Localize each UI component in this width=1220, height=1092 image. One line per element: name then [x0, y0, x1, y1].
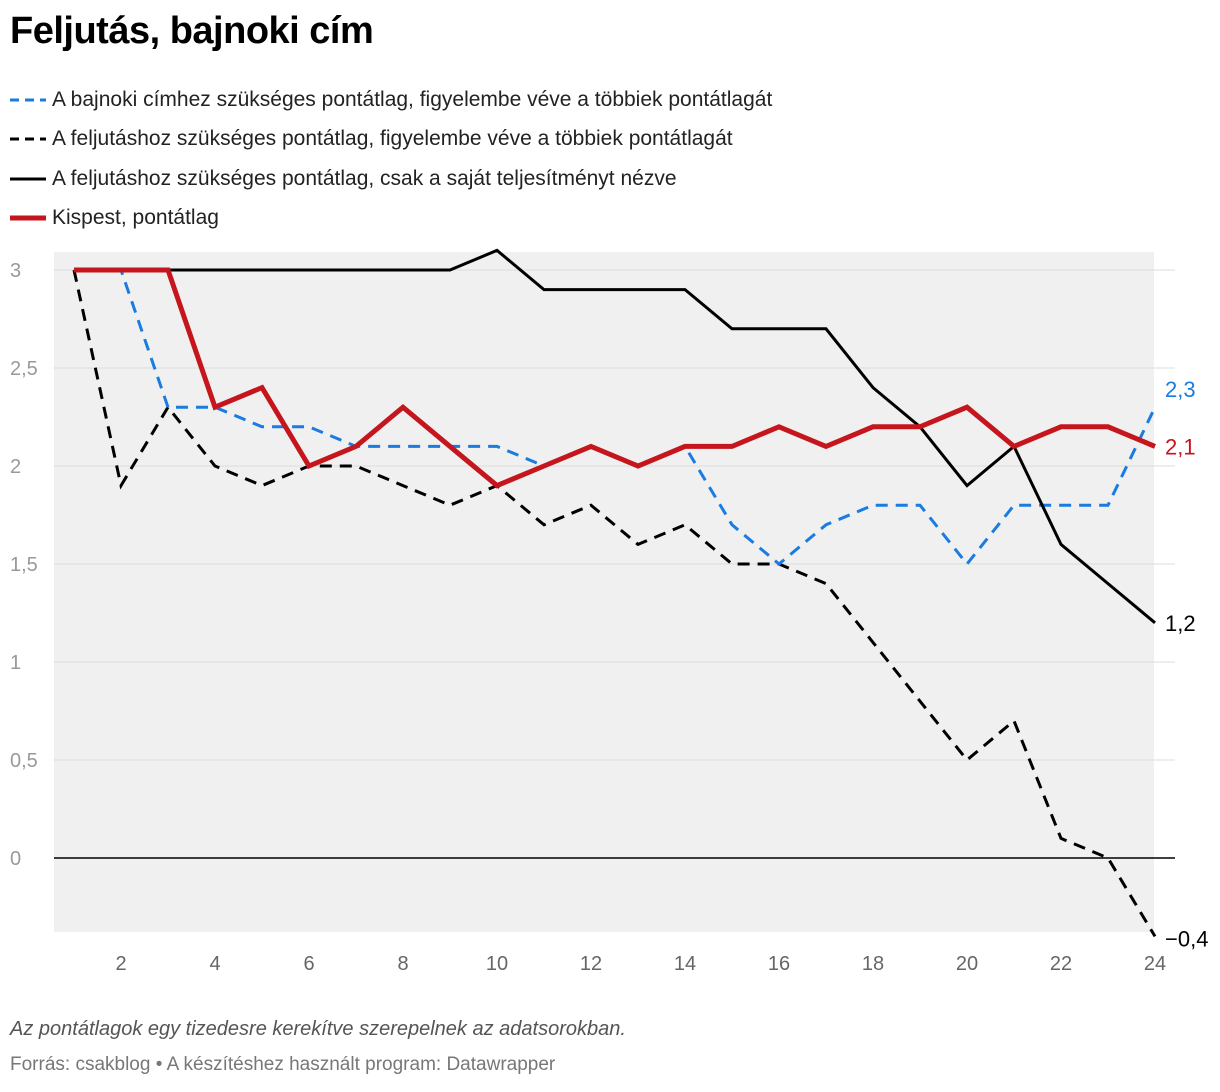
legend-label: A feljutáshoz szükséges pontátlag, csak … [52, 166, 677, 190]
end-label-0: 2,3 [1165, 377, 1196, 402]
x-tick-label: 16 [768, 953, 790, 975]
legend-swatch-blue-dashed [10, 98, 46, 102]
y-tick-label: 2,5 [10, 358, 38, 380]
line-chart: 00,511,522,53 2 4 6 8 10 12 14 16 18 20 22 24 2,3−0… [10, 248, 1208, 975]
x-tick-label: 6 [303, 953, 314, 975]
y-tick-label: 0 [10, 848, 21, 870]
legend-item-promotion-black-solid: A feljutáshoz szükséges pontátlag, csak … [10, 159, 772, 199]
footnote: Az pontátlagok egy tizedesre kerekítve s… [10, 1018, 626, 1040]
x-tick-label: 20 [956, 953, 978, 975]
series-line-3 [74, 267, 1156, 489]
x-tick-label: 4 [209, 953, 220, 975]
legend-swatch-red [10, 215, 46, 221]
x-tick-label: 10 [486, 953, 508, 975]
end-label-2: 1,2 [1165, 611, 1196, 636]
series-line-1 [72, 269, 1157, 938]
legend-item-kispest-red: Kispest, pontátlag [10, 199, 772, 239]
legend-label: Kispest, pontátlag [52, 206, 219, 230]
legend: A bajnoki címhez szükséges pontátlag, fi… [10, 80, 772, 238]
y-tick-label: 1,5 [10, 554, 38, 576]
series-lines [72, 248, 1157, 938]
legend-swatch-black-solid [10, 177, 46, 181]
gridlines [54, 269, 1175, 859]
legend-label: A bajnoki címhez szükséges pontátlag, fi… [52, 87, 773, 111]
legend-label: A feljutáshoz szükséges pontátlag, figye… [52, 127, 733, 151]
series-line-2 [74, 248, 1156, 624]
series-line-0 [74, 268, 1157, 567]
x-tick-label: 18 [862, 953, 884, 975]
legend-swatch-black-dashed [10, 137, 46, 141]
legend-item-title-blue-dashed: A bajnoki címhez szükséges pontátlag, fi… [10, 80, 772, 120]
end-label-3: 2,1 [1165, 434, 1196, 459]
chart-title: Feljutás, bajnoki cím [10, 10, 374, 52]
x-axis-ticks: 2 4 6 8 10 12 14 16 18 20 22 24 [115, 953, 1166, 975]
legend-item-promotion-black-dashed: A feljutáshoz szükséges pontátlag, figye… [10, 120, 772, 160]
y-axis-ticks: 0 0,5 1 1,5 2 2,5 3 [10, 260, 38, 870]
x-tick-label: 22 [1050, 953, 1072, 975]
shaded-range-area [54, 252, 1154, 932]
x-tick-label: 8 [397, 953, 408, 975]
x-tick-label: 12 [580, 953, 602, 975]
x-tick-label: 2 [115, 953, 126, 975]
y-tick-label: 0,5 [10, 750, 38, 772]
y-tick-label: 3 [10, 260, 21, 282]
x-tick-label: 24 [1144, 953, 1166, 975]
end-labels: 2,3 −0,4 1,2 2,1 [1165, 377, 1208, 951]
end-label-1: −0,4 [1165, 926, 1208, 951]
y-tick-label: 1 [10, 652, 21, 674]
y-tick-label: 2 [10, 456, 21, 478]
x-tick-label: 14 [674, 953, 696, 975]
source-credit: Forrás: csakblog • A készítéshez használ… [10, 1054, 556, 1075]
